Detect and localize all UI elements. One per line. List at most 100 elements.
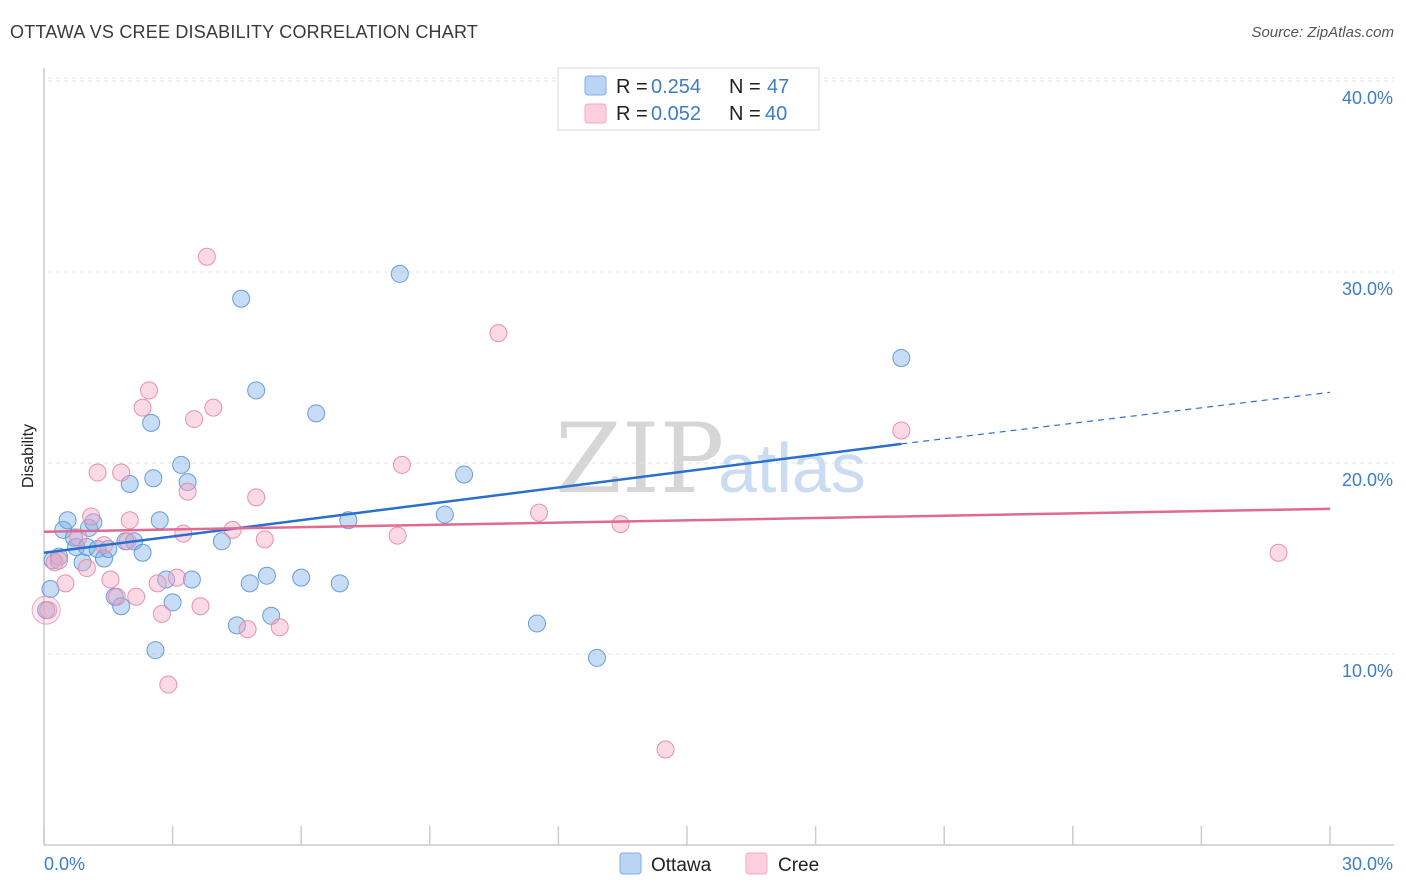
point-cree-35 bbox=[656, 740, 675, 759]
point-cree-3 bbox=[69, 528, 88, 547]
y-tick-label-20: 20.0% bbox=[1342, 470, 1393, 490]
trend-line-ottawa bbox=[43, 442, 902, 555]
trend-line-ottawa-extension bbox=[901, 391, 1331, 445]
point-cree-8 bbox=[101, 570, 120, 589]
x-tick-label-min: 0.0% bbox=[44, 854, 85, 874]
point-ottawa-5 bbox=[58, 511, 77, 530]
point-ottawa-39 bbox=[330, 574, 349, 593]
point-cree-12 bbox=[127, 587, 146, 606]
point-cree-32 bbox=[489, 324, 508, 343]
watermark-atlas: atlas bbox=[718, 429, 866, 507]
chart-title: OTTAWA VS CREE DISABILITY CORRELATION CH… bbox=[10, 22, 479, 42]
legend-r-label-cree: R = bbox=[616, 103, 648, 125]
point-ottawa-38 bbox=[307, 404, 326, 423]
watermark-zip: ZIP bbox=[555, 403, 724, 515]
point-cree-20 bbox=[178, 482, 197, 501]
point-ottawa-20 bbox=[133, 543, 152, 562]
point-ottawa-46 bbox=[892, 348, 911, 367]
point-ottawa-22 bbox=[144, 469, 163, 488]
point-ottawa-35 bbox=[257, 566, 276, 585]
point-cree-36 bbox=[892, 421, 911, 440]
source-label: Source: ZipAtlas.com bbox=[1251, 24, 1394, 41]
point-cree-4 bbox=[77, 559, 96, 578]
point-cree-16 bbox=[152, 604, 171, 623]
point-ottawa-37 bbox=[292, 568, 311, 587]
trend-lines bbox=[43, 391, 1331, 555]
x-tick-label-max: 30.0% bbox=[1342, 854, 1393, 874]
y-tick-label-10: 10.0% bbox=[1342, 661, 1393, 681]
point-cree-13 bbox=[133, 398, 152, 417]
point-cree-14 bbox=[140, 381, 159, 400]
point-cree-22 bbox=[191, 597, 210, 616]
point-ottawa-24 bbox=[150, 511, 169, 530]
point-ottawa-34 bbox=[247, 381, 266, 400]
point-ottawa-26 bbox=[163, 593, 182, 612]
trend-line-cree bbox=[43, 507, 1331, 534]
point-ottawa-21 bbox=[142, 413, 161, 432]
point-ottawa-16 bbox=[112, 597, 131, 616]
stats-legend: R = 0.254 N = 47 R = 0.052 N = 40 bbox=[557, 67, 820, 131]
point-cree-38 bbox=[50, 551, 69, 570]
point-ottawa-41 bbox=[390, 264, 409, 283]
legend-r-label-ottawa: R = bbox=[616, 76, 648, 98]
point-cree-0 bbox=[39, 601, 58, 620]
point-cree-34 bbox=[611, 515, 630, 534]
legend-swatch-cree bbox=[584, 103, 607, 124]
series-legend-swatch-cree bbox=[745, 852, 768, 875]
point-cree-17 bbox=[159, 675, 178, 694]
point-cree-9 bbox=[107, 587, 126, 606]
point-ottawa-44 bbox=[527, 614, 546, 633]
point-ottawa-40 bbox=[339, 511, 358, 530]
series-legend-label-cree: Cree bbox=[778, 855, 819, 876]
point-cree-edge bbox=[31, 595, 61, 625]
y-tick-label-30: 30.0% bbox=[1342, 279, 1393, 299]
legend-n-value-cree: 40 bbox=[765, 103, 787, 125]
point-cree-31 bbox=[392, 455, 411, 474]
legend-r-value-cree: 0.052 bbox=[651, 103, 701, 125]
point-cree-26 bbox=[238, 620, 257, 639]
point-cree-10 bbox=[112, 463, 131, 482]
legend-n-label-cree: N = bbox=[729, 103, 761, 125]
data-points bbox=[31, 247, 1288, 759]
point-ottawa-43 bbox=[455, 465, 474, 484]
point-cree-18 bbox=[167, 568, 186, 587]
point-cree-21 bbox=[185, 410, 204, 429]
point-ottawa-27 bbox=[172, 455, 191, 474]
point-cree-30 bbox=[388, 526, 407, 545]
point-cree-29 bbox=[270, 618, 289, 637]
point-cree-23 bbox=[197, 247, 216, 266]
point-cree-2 bbox=[56, 574, 75, 593]
point-cree-24 bbox=[204, 398, 223, 417]
point-ottawa-31 bbox=[227, 616, 246, 635]
point-cree-5 bbox=[82, 507, 101, 526]
gridlines bbox=[48, 77, 1394, 655]
legend-n-value-ottawa: 47 bbox=[767, 76, 789, 98]
point-ottawa-33 bbox=[240, 574, 259, 593]
legend-r-value-ottawa: 0.254 bbox=[651, 76, 701, 98]
x-tick-marks bbox=[43, 826, 1331, 845]
legend-swatch-ottawa bbox=[584, 75, 607, 96]
point-cree-11 bbox=[120, 511, 139, 530]
point-ottawa-28 bbox=[178, 473, 197, 492]
point-ottawa-32 bbox=[232, 289, 251, 308]
point-ottawa-13 bbox=[95, 549, 114, 568]
point-cree-27 bbox=[247, 488, 266, 507]
point-ottawa-42 bbox=[435, 505, 454, 524]
series-legend: Ottawa Cree bbox=[619, 852, 819, 876]
point-cree-15 bbox=[148, 574, 167, 593]
point-ottawa-30 bbox=[212, 532, 231, 551]
series-legend-label-ottawa: Ottawa bbox=[651, 855, 712, 876]
point-ottawa-4 bbox=[54, 520, 73, 539]
point-cree-28 bbox=[255, 530, 274, 549]
point-ottawa-23 bbox=[146, 641, 165, 660]
point-cree-6 bbox=[88, 463, 107, 482]
point-cree-33 bbox=[530, 503, 549, 522]
point-ottawa-45 bbox=[587, 648, 606, 667]
y-tick-label-40: 40.0% bbox=[1342, 88, 1393, 108]
legend-n-label-ottawa: N = bbox=[729, 76, 761, 98]
series-legend-swatch-ottawa bbox=[619, 852, 642, 875]
point-ottawa-1 bbox=[41, 580, 60, 599]
y-axis-title: Disability bbox=[20, 424, 37, 488]
point-cree-37 bbox=[1269, 543, 1288, 562]
